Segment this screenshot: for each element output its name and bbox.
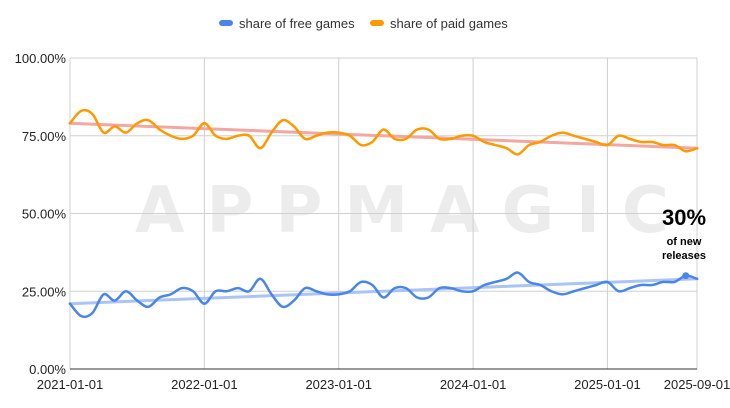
callout-value: 30%	[662, 205, 706, 230]
x-tick-label-1: 2022-01-01	[171, 377, 238, 392]
y-tick-label-0: 0.00%	[29, 362, 66, 377]
axes: 0.00% 25.00% 50.00% 75.00% 100.00% 2021-01-01…	[15, 51, 730, 392]
callout-line1: of new	[667, 236, 702, 248]
x-tick-label-0: 2021-01-01	[37, 377, 104, 392]
legend-swatch-free	[219, 20, 233, 26]
x-tick-label-4: 2025-01-01	[574, 377, 641, 392]
callout-line2: releases	[662, 250, 706, 262]
legend-label-free: share of free games	[239, 16, 355, 31]
legend-item-free[interactable]: share of free games	[219, 16, 355, 31]
y-tick-label-2: 50.00%	[22, 207, 67, 222]
y-tick-label-3: 75.00%	[22, 129, 67, 144]
y-tick-label-1: 25.00%	[22, 284, 67, 299]
trendlines	[68, 121, 699, 306]
x-tick-label-2: 2023-01-01	[305, 377, 372, 392]
legend-item-paid[interactable]: share of paid games	[370, 16, 508, 31]
x-tick-label-5: 2025-09-01	[664, 377, 730, 392]
series-line-1	[68, 108, 699, 156]
series-lines	[68, 108, 699, 319]
x-tick-label-3: 2024-01-01	[440, 377, 507, 392]
callout-annotation: 30% of new releases	[662, 205, 706, 262]
grid	[69, 57, 698, 369]
appmagic-watermark-text: APPMAGIC	[135, 174, 691, 248]
appmagic-watermark: APPMAGIC	[135, 174, 691, 248]
series-line-0	[68, 271, 699, 319]
y-tick-label-4: 100.00%	[15, 51, 67, 66]
legend: share of free games share of paid games	[219, 16, 508, 31]
legend-swatch-paid	[370, 20, 384, 26]
legend-label-paid: share of paid games	[390, 16, 508, 31]
trendline-0	[68, 277, 699, 306]
trendline-1	[68, 121, 699, 150]
highlight-point	[682, 272, 690, 280]
